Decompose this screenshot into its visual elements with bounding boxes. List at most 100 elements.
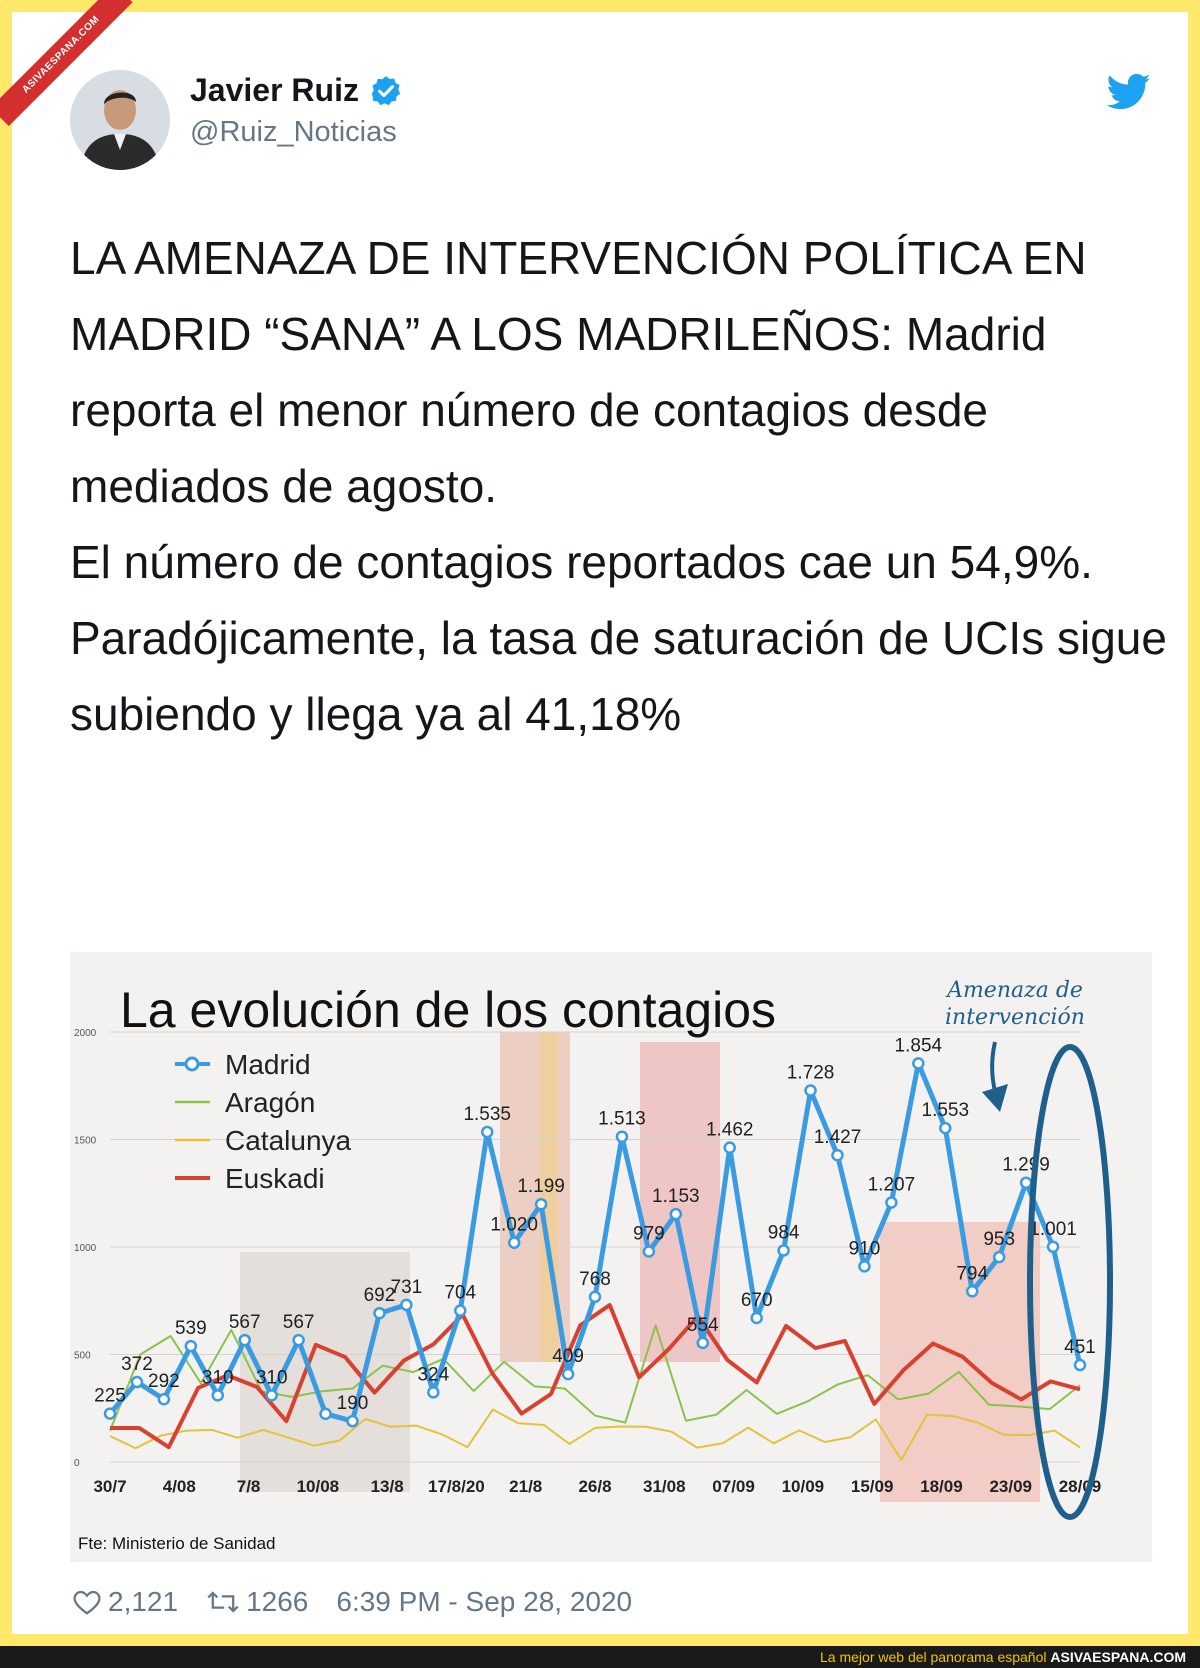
madrid-value-label: 692 (364, 1285, 396, 1306)
madrid-value-label: 190 (337, 1393, 369, 1414)
madrid-value-label: 1.199 (517, 1176, 565, 1197)
madrid-point (373, 1306, 386, 1320)
annotation: Amenaza de intervención (945, 978, 1113, 1520)
madrid-value-label: 910 (849, 1238, 881, 1259)
madrid-value-label: 984 (768, 1222, 800, 1243)
avatar-image (70, 70, 170, 170)
madrid-value-label: 1.020 (490, 1215, 538, 1236)
madrid-point (265, 1389, 278, 1402)
chart-background (70, 952, 1152, 1562)
madrid-value-label: 225 (94, 1386, 126, 1407)
madrid-point (642, 1245, 656, 1258)
madrid-point (885, 1196, 898, 1209)
madrid-point (1019, 1176, 1033, 1189)
x-axis: 30/7 4/08 7/8 10/08 13/8 17/8/20 21/8 26/8 31/08… (93, 1477, 1101, 1496)
chart-title: La evolución de los contagios (120, 982, 776, 1038)
madrid-value-label: 310 (202, 1367, 234, 1388)
madrid-value-label: 324 (417, 1364, 449, 1385)
legend-item-aragon: Aragón (175, 1087, 315, 1118)
madrid-value-label: 794 (956, 1263, 988, 1284)
x-tick-label: 10/08 (297, 1477, 340, 1496)
like-button[interactable]: 2,121 (72, 1586, 178, 1618)
madrid-point (965, 1285, 979, 1298)
madrid-point (992, 1250, 1006, 1264)
madrid-point (615, 1130, 629, 1143)
tweet-text: LA AMENAZA DE INTERVENCIÓN POLÍTICA EN M… (70, 220, 1170, 752)
retweet-icon (207, 1591, 239, 1613)
annotation-line-1: Amenaza de (945, 978, 1083, 1003)
site-name[interactable]: ASIVAESPANA.COM (1050, 1649, 1186, 1665)
tweet-paragraph-1: LA AMENAZA DE INTERVENCIÓN POLÍTICA EN M… (70, 232, 1087, 512)
chart-image[interactable]: 0 500 1000 1500 2000 225 372 292 539 310 567 310 56… (70, 952, 1152, 1562)
x-tick-label: 26/8 (578, 1477, 611, 1496)
madrid-value-label: 554 (687, 1315, 719, 1336)
x-tick-label: 4/08 (163, 1477, 196, 1496)
heart-icon (73, 1590, 101, 1615)
tweet-timestamp-link[interactable]: 6:39 PM - Sep 28, 2020 (336, 1586, 632, 1618)
legend-label-madrid: Madrid (225, 1049, 311, 1080)
madrid-value-label: 1.299 (1002, 1155, 1050, 1176)
madrid-point (831, 1148, 844, 1162)
madrid-point (723, 1141, 736, 1154)
madrid-value-label: 409 (552, 1346, 584, 1367)
madrid-value-label: 451 (1064, 1337, 1096, 1358)
madrid-value-label: 768 (579, 1269, 611, 1290)
author-name[interactable]: Javier Ruiz (190, 72, 359, 108)
avatar[interactable] (70, 70, 170, 170)
madrid-point (454, 1304, 467, 1317)
madrid-value-label: 1.427 (814, 1127, 862, 1148)
madrid-value-label: 539 (175, 1318, 207, 1339)
madrid-value-label: 292 (148, 1371, 180, 1392)
tweet-paragraph-2: El número de contagios reportados cae un… (70, 536, 1167, 740)
madrid-point (400, 1298, 413, 1312)
x-tick-label: 30/7 (93, 1477, 126, 1496)
x-tick-label: 31/08 (643, 1477, 686, 1496)
retweet-count: 1266 (246, 1586, 309, 1617)
madrid-point (292, 1333, 305, 1347)
y-tick-label: 1000 (74, 1243, 97, 1254)
madrid-point (804, 1084, 817, 1097)
madrid-value-label: 372 (121, 1354, 153, 1375)
author-name-row[interactable]: Javier Ruiz (190, 72, 403, 109)
y-tick-label: 1500 (74, 1136, 97, 1147)
madrid-point (777, 1244, 790, 1257)
madrid-value-label: 704 (444, 1283, 476, 1304)
y-tick-label: 0 (74, 1458, 80, 1469)
retweet-button[interactable]: 1266 (206, 1586, 308, 1618)
madrid-point (157, 1392, 171, 1406)
madrid-point (319, 1407, 332, 1421)
madrid-value-label: 1.728 (787, 1062, 835, 1083)
legend-item-catalunya: Catalunya (175, 1125, 352, 1156)
tweet-timestamp: 6:39 PM - Sep 28, 2020 (336, 1586, 633, 1617)
madrid-value-label: 1.207 (868, 1174, 916, 1195)
twitter-bird-icon[interactable] (1107, 72, 1151, 112)
legend-marker-madrid (184, 1056, 200, 1072)
legend-label-catalunya: Catalunya (225, 1125, 352, 1156)
madrid-value-label: 1.854 (895, 1035, 943, 1056)
madrid-value-label: 1.553 (922, 1100, 970, 1121)
author-handle[interactable]: @Ruiz_Noticias (190, 116, 397, 148)
madrid-point (858, 1260, 871, 1273)
site-tagline: La mejor web del panorama español (820, 1649, 1047, 1665)
y-axis: 0 500 1000 1500 2000 (74, 1028, 97, 1469)
x-tick-label: 10/09 (782, 1477, 825, 1496)
madrid-value-label: 1.153 (652, 1186, 700, 1207)
madrid-point (939, 1121, 952, 1135)
madrid-point (103, 1407, 117, 1420)
madrid-point (696, 1336, 710, 1350)
madrid-value-label: 979 (633, 1224, 665, 1245)
legend-label-euskadi: Euskadi (225, 1163, 325, 1194)
annotation-line-2: intervención (945, 1005, 1085, 1030)
madrid-value-label: 1.462 (706, 1120, 754, 1141)
madrid-value-label: 1.513 (598, 1109, 646, 1130)
madrid-point (912, 1057, 925, 1070)
madrid-point (130, 1375, 144, 1389)
madrid-value-label: 953 (983, 1229, 1015, 1250)
x-tick-label: 23/09 (989, 1477, 1032, 1496)
legend-item-euskadi: Euskadi (175, 1163, 325, 1194)
annotation-circle (1027, 1044, 1113, 1520)
series-line-euskadi (110, 1303, 1081, 1450)
series-lines (103, 1057, 1087, 1461)
